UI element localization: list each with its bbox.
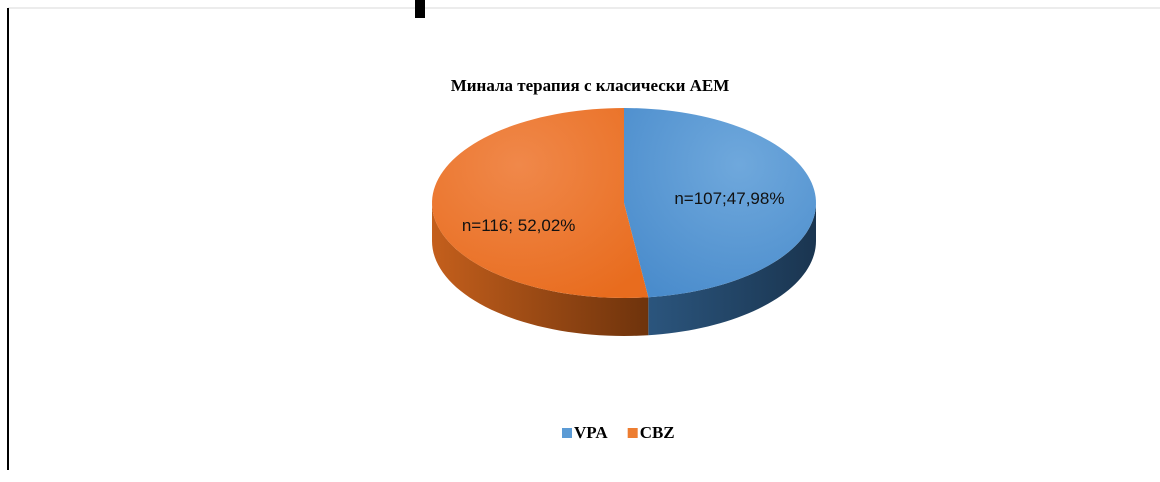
- slice-side: [648, 203, 816, 336]
- legend: VPA CBZ: [562, 423, 675, 442]
- data-label: n=107;47,98%: [674, 189, 784, 208]
- slice: [624, 108, 816, 298]
- slice-side: [432, 203, 649, 336]
- legend-swatch: [627, 428, 638, 438]
- legend-label: VPA: [574, 423, 608, 442]
- pie: n=107;47,98% n=116; 52,02%: [432, 108, 816, 336]
- cursor-block: [415, 0, 425, 18]
- legend-swatch: [562, 428, 572, 438]
- data-label: n=116; 52,02%: [462, 216, 576, 235]
- legend-label: CBZ: [640, 423, 675, 442]
- chart-title: Минала терапия с класически АЕМ: [451, 76, 730, 95]
- slice: [432, 108, 649, 298]
